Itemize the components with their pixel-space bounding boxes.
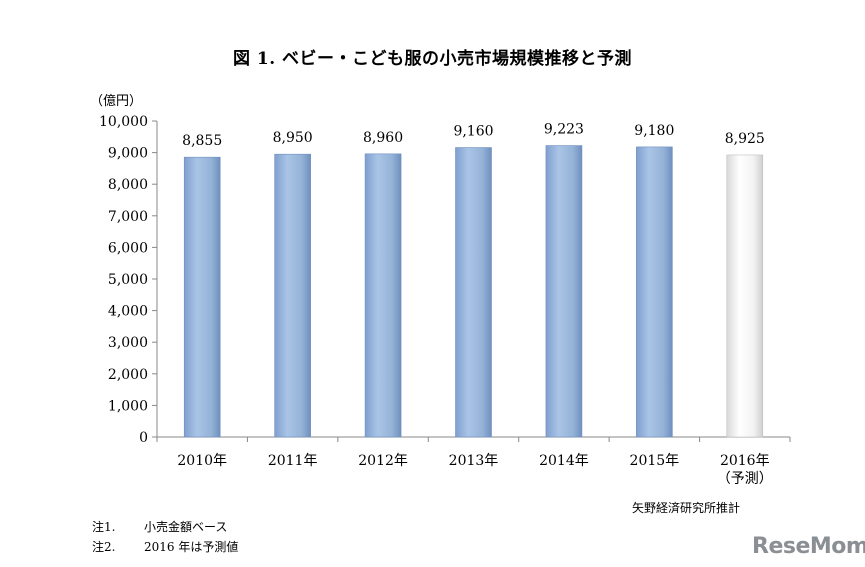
y-tick-label: 6,000 — [108, 240, 148, 256]
source-credit: 矢野経済研究所推計 — [632, 501, 741, 515]
y-tick-label: 0 — [139, 430, 148, 446]
bar — [455, 147, 492, 438]
bar-value-label: 8,855 — [182, 133, 222, 149]
x-category-label: 2012年 — [358, 453, 408, 469]
y-tick-label: 1,000 — [108, 398, 148, 414]
note-2-text: 2016 年は予測値 — [144, 540, 239, 554]
y-tick-label: 8,000 — [108, 177, 148, 193]
y-axis-unit-label: （億円） — [90, 94, 143, 109]
y-tick-label: 3,000 — [108, 335, 148, 351]
note-1-label: 注1. — [92, 520, 116, 534]
y-tick-label: 5,000 — [108, 272, 148, 288]
resemom-watermark-logo: ReseMom — [752, 534, 865, 559]
bar — [183, 156, 221, 438]
y-tick-label: 4,000 — [108, 304, 148, 320]
y-tick-label: 2,000 — [108, 367, 148, 383]
x-category-label: 2010年 — [177, 453, 227, 469]
bar-value-label: 9,160 — [453, 124, 493, 140]
y-tick-label: 7,000 — [108, 209, 148, 225]
bar — [545, 145, 583, 438]
x-category-label: 2015年 — [630, 453, 680, 469]
chart-title: 図 1. ベビー・こども服の小売市場規模推移と予測 — [232, 49, 633, 69]
bar-value-label: 9,223 — [544, 122, 584, 138]
note-1-text: 小売金額ベース — [144, 520, 228, 534]
bar — [726, 154, 764, 438]
x-category-label: 2014年 — [539, 453, 589, 469]
note-2: 注2. 2016 年は予測値 — [92, 538, 238, 555]
bar — [364, 153, 402, 438]
bar-value-label: 9,180 — [634, 123, 674, 139]
x-category-label: 2011年 — [268, 453, 318, 469]
bar-value-label: 8,960 — [363, 130, 403, 146]
bar — [274, 153, 311, 438]
x-category-label: 2016年 — [720, 453, 770, 469]
note-2-label: 注2. — [92, 540, 116, 554]
bar-value-label: 8,950 — [273, 130, 313, 146]
note-1: 注1. 小売金額ベース — [92, 518, 227, 535]
x-category-label: 2013年 — [449, 453, 499, 469]
y-tick-label: 10,000 — [99, 114, 148, 130]
x-category-sublabel: （予測） — [717, 471, 773, 487]
y-tick-label: 9,000 — [108, 146, 148, 162]
bar — [636, 146, 673, 438]
bar-value-label: 8,925 — [725, 131, 765, 147]
